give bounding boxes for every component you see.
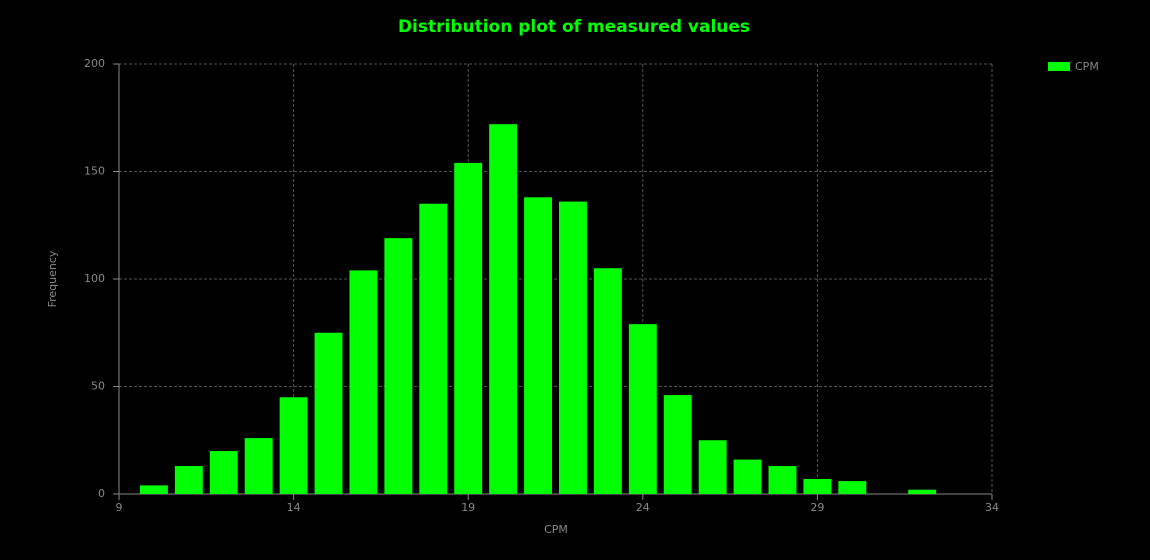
x-tick-label: 34 (985, 501, 999, 514)
x-axis-label: CPM (544, 523, 568, 536)
bar (209, 451, 238, 494)
y-tick-label: 0 (98, 487, 105, 500)
y-tick-label: 200 (84, 57, 105, 70)
bar (384, 238, 413, 494)
y-tick-label: 100 (84, 272, 105, 285)
bar (838, 481, 867, 494)
y-tick-label: 150 (84, 165, 105, 178)
bar (803, 478, 832, 494)
bar (489, 124, 518, 494)
bar (314, 332, 343, 494)
bar (279, 397, 308, 494)
bar (908, 489, 937, 494)
legend-swatch (1048, 62, 1070, 71)
legend-label: CPM (1075, 60, 1099, 73)
x-tick-label: 29 (810, 501, 824, 514)
x-tick-label: 24 (636, 501, 650, 514)
bar (174, 466, 203, 494)
y-tick-label: 50 (91, 380, 105, 393)
x-tick-label: 14 (287, 501, 301, 514)
bar (733, 459, 762, 494)
bar (454, 162, 483, 494)
x-tick-label: 9 (116, 501, 123, 514)
bar (139, 485, 168, 494)
x-tick-label: 19 (461, 501, 475, 514)
bar (524, 197, 553, 495)
bar (349, 270, 378, 494)
bar (244, 438, 273, 494)
bar (419, 203, 448, 494)
y-axis-label: Frequency (46, 250, 59, 307)
bar (593, 268, 622, 494)
bar (698, 440, 727, 494)
bar (628, 324, 657, 494)
bar (663, 395, 692, 494)
chart-title: Distribution plot of measured values (398, 17, 750, 37)
bar (768, 466, 797, 494)
bar (558, 201, 587, 494)
